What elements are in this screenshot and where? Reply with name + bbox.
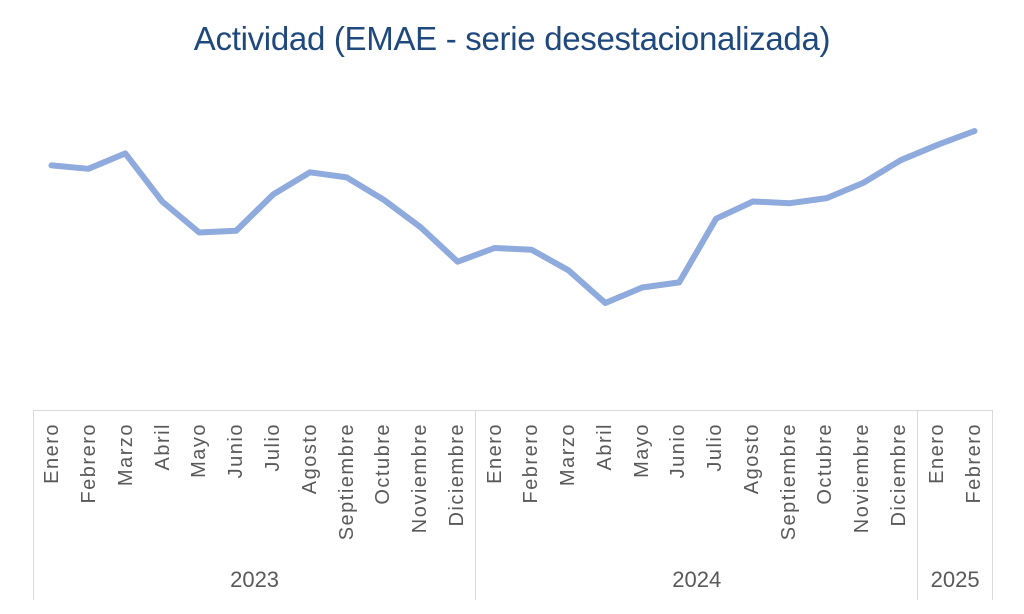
month-row: Enero Febrero Marzo Abril Mayo Junio Julio Agos…: [34, 411, 475, 559]
line-plot-area: [48, 128, 978, 306]
month-cell: Febrero: [513, 411, 550, 559]
month-label: Julio: [261, 423, 284, 472]
month-cell: Enero: [918, 411, 955, 559]
month-label: Diciembre: [887, 423, 910, 527]
month-cell: Septiembre: [770, 411, 807, 559]
month-label: Diciembre: [445, 423, 468, 527]
month-label: Abril: [151, 423, 174, 471]
month-label: Julio: [704, 423, 727, 472]
month-label: Agosto: [298, 423, 321, 495]
month-label: Mayo: [188, 423, 211, 478]
year-group-2023: Enero Febrero Marzo Abril Mayo Junio Julio Agos…: [34, 411, 477, 600]
month-label: Marzo: [114, 423, 137, 487]
month-label: Enero: [925, 423, 948, 484]
year-row: 2025: [918, 559, 992, 600]
month-row: Enero Febrero Marzo Abril Mayo Junio Julio Agos…: [476, 411, 917, 559]
month-label: Junio: [667, 423, 690, 479]
month-label: Noviembre: [851, 423, 874, 534]
month-label: Mayo: [630, 423, 653, 478]
month-label: Marzo: [557, 423, 580, 487]
month-label: Enero: [41, 423, 64, 484]
month-cell: Noviembre: [402, 411, 439, 559]
year-group-2024: Enero Febrero Marzo Abril Mayo Junio Julio Agos…: [476, 411, 919, 600]
month-label: Junio: [225, 423, 248, 479]
month-cell: Febrero: [71, 411, 108, 559]
month-cell: Enero: [34, 411, 71, 559]
month-cell: Julio: [255, 411, 292, 559]
year-row: 2024: [476, 559, 917, 600]
month-cell: Diciembre: [881, 411, 918, 559]
year-label: 2024: [672, 566, 722, 592]
month-label: Septiembre: [777, 423, 800, 541]
month-label: Agosto: [740, 423, 763, 495]
month-cell: Noviembre: [844, 411, 881, 559]
month-cell: Marzo: [550, 411, 587, 559]
x-axis-table: Enero Febrero Marzo Abril Mayo Junio Julio Agos…: [33, 410, 993, 600]
month-label: Febrero: [520, 423, 543, 504]
month-label: Febrero: [78, 423, 101, 504]
month-cell: Mayo: [623, 411, 660, 559]
month-cell: Enero: [476, 411, 513, 559]
month-cell: Mayo: [181, 411, 218, 559]
month-cell: Diciembre: [438, 411, 475, 559]
month-cell: Abril: [144, 411, 181, 559]
month-cell: Agosto: [291, 411, 328, 559]
month-cell: Febrero: [955, 411, 992, 559]
emae-series-line: [48, 128, 978, 306]
month-cell: Marzo: [108, 411, 145, 559]
month-cell: Julio: [697, 411, 734, 559]
month-cell: Abril: [586, 411, 623, 559]
year-row: 2023: [34, 559, 475, 600]
month-label: Enero: [483, 423, 506, 484]
year-group-2025: Enero Febrero 2025: [918, 411, 992, 600]
month-cell: Octubre: [365, 411, 402, 559]
month-label: Octubre: [814, 423, 837, 505]
month-cell: Septiembre: [328, 411, 365, 559]
month-cell: Junio: [660, 411, 697, 559]
month-row: Enero Febrero: [918, 411, 992, 559]
year-label: 2023: [230, 566, 280, 592]
month-cell: Octubre: [807, 411, 844, 559]
month-label: Octubre: [372, 423, 395, 505]
month-label: Noviembre: [409, 423, 432, 534]
chart-title: Actividad (EMAE - serie desestacionaliza…: [193, 20, 831, 57]
year-label: 2025: [930, 566, 980, 592]
month-label: Febrero: [962, 423, 985, 504]
month-label: Abril: [593, 423, 616, 471]
month-cell: Agosto: [734, 411, 771, 559]
month-label: Septiembre: [335, 423, 358, 541]
month-cell: Junio: [218, 411, 255, 559]
